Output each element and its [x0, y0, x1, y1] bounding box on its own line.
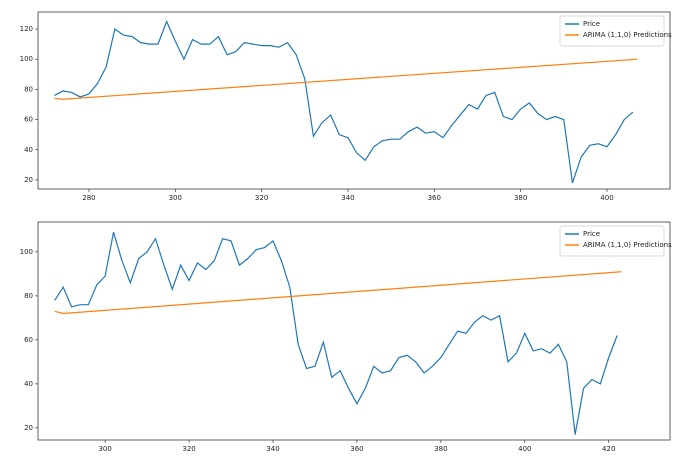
x-tick-label: 340: [266, 445, 279, 453]
y-tick-label: 120: [20, 25, 33, 33]
y-tick-label: 80: [24, 292, 33, 300]
x-tick-label: 420: [602, 445, 615, 453]
legend-box: [559, 15, 665, 47]
legend-label: ARIMA (1,1,0) Predictions: [583, 241, 672, 249]
y-tick-label: 40: [24, 146, 33, 154]
x-tick-label: 340: [341, 194, 354, 202]
x-tick-label: 320: [255, 194, 268, 202]
legend-box: [559, 225, 665, 257]
axes-frame: [37, 11, 671, 190]
x-tick-label: 380: [514, 194, 527, 202]
y-tick-label: 100: [20, 248, 33, 256]
y-tick-label: 60: [24, 116, 33, 124]
x-tick-label: 380: [434, 445, 447, 453]
x-tick-label: 320: [182, 445, 195, 453]
plot-area: [38, 222, 670, 440]
series-line: [54, 58, 638, 100]
y-tick-label: 40: [24, 380, 33, 388]
y-tick-label: 80: [24, 85, 33, 93]
x-tick-label: 400: [600, 194, 613, 202]
x-tick-label: 360: [350, 445, 363, 453]
y-tick-label: 60: [24, 336, 33, 344]
series-line: [54, 271, 622, 315]
series-line: [54, 19, 634, 184]
legend-label: Price: [583, 230, 600, 238]
x-tick-label: 300: [169, 194, 182, 202]
legend-label: Price: [583, 20, 600, 28]
x-tick-label: 360: [428, 194, 441, 202]
y-tick-label: 100: [20, 55, 33, 63]
legend-label: ARIMA (1,1,0) Predictions: [583, 31, 672, 39]
y-tick-label: 20: [24, 424, 33, 432]
series-line: [54, 231, 618, 435]
x-tick-label: 280: [82, 194, 95, 202]
x-tick-label: 300: [98, 445, 111, 453]
y-tick-label: 20: [24, 176, 33, 184]
x-tick-label: 400: [518, 445, 531, 453]
axes-frame: [37, 221, 671, 441]
